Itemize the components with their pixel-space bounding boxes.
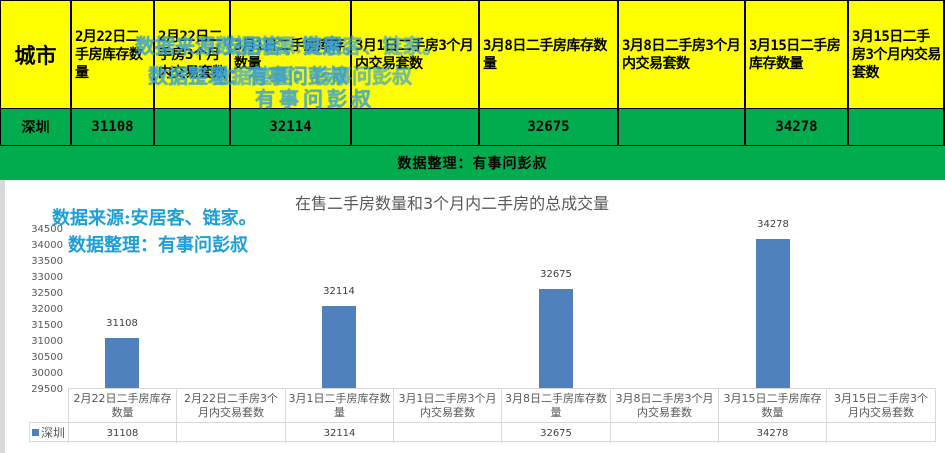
category-label: 3月1日二手房3个月内交易套数 — [394, 389, 501, 423]
chart-data-table: 2月22日二手房库存数量 31108 2月22日二手房3个月内交易套数 3月1日… — [68, 388, 936, 443]
category-value — [611, 423, 718, 443]
category-value — [177, 423, 285, 443]
y-tick: 34500 — [31, 224, 63, 235]
bar-data-label: 34278 — [757, 219, 789, 230]
bar-3-8-inventory[interactable] — [539, 289, 573, 388]
y-tick: 34000 — [31, 240, 63, 251]
data-table-column: 3月1日二手房3个月内交易套数 — [393, 389, 501, 443]
header-label: 3月8日二手房库存数量 — [483, 37, 607, 72]
bar-3-1-inventory[interactable] — [322, 306, 356, 388]
y-tick: 29500 — [31, 384, 63, 395]
cell-value: 31108 — [91, 119, 134, 135]
header-label: 2月22日二手房库存数量 — [75, 28, 143, 81]
header-label: 3月15日二手房3个月内交易套数 — [852, 28, 941, 81]
cell-value — [619, 109, 744, 145]
header-cell[interactable]: 3月15日二手房3个月内交易套数 — [849, 0, 945, 110]
cell-value — [155, 109, 229, 145]
y-tick: 30500 — [31, 352, 63, 363]
y-tick: 31000 — [31, 336, 63, 347]
y-tick: 32000 — [31, 304, 63, 315]
data-table-column: 2月22日二手房3个月内交易套数 — [176, 389, 285, 443]
header-label: 3月1日二手房库存数量 — [234, 37, 345, 72]
bar-data-label: 31108 — [106, 318, 138, 329]
data-table-column: 3月15日二手房库存数量 34278 — [718, 389, 826, 443]
category-value — [827, 423, 935, 443]
data-table-column: 2月22日二手房库存数量 31108 — [68, 389, 176, 443]
category-label: 3月15日二手房3个月内交易套数 — [827, 389, 935, 423]
category-label: 3月1日二手房库存数量 — [286, 389, 393, 423]
category-value: 31108 — [106, 427, 139, 439]
data-table-column: 3月1日二手房库存数量 32114 — [285, 389, 393, 443]
header-cell-city[interactable]: 城市 — [0, 0, 72, 110]
category-value — [394, 423, 501, 443]
header-cell[interactable]: 3月1日二手房库存数量 — [231, 0, 352, 110]
chart-watermark-source: 数据来源:安居客、链家。 — [52, 208, 257, 229]
header-city-label: 城市 — [14, 42, 57, 68]
category-label: 3月8日二手房3个月内交易套数 — [611, 389, 718, 423]
data-cell[interactable] — [849, 109, 945, 147]
data-cell[interactable] — [155, 109, 231, 147]
cell-value: 32675 — [527, 119, 570, 135]
city-value: 深圳 — [21, 120, 50, 136]
bar-data-label: 32114 — [323, 286, 355, 297]
data-cell[interactable] — [619, 109, 746, 147]
y-tick: 31500 — [31, 320, 63, 331]
curator-banner: 数据整理：有事问彭叔 — [0, 146, 945, 180]
legend-swatch-icon — [32, 428, 39, 436]
header-cell[interactable]: 3月1日二手房3个月内交易套数 — [352, 0, 480, 110]
data-cell-city[interactable]: 深圳 — [0, 109, 72, 147]
chart-watermark-curator: 数据整理：有事问彭叔 — [68, 235, 248, 256]
header-cell[interactable]: 3月8日二手房3个月内交易套数 — [619, 0, 746, 110]
legend-label: 深圳 — [41, 425, 66, 440]
header-cell[interactable]: 2月22日二手房库存数量 — [72, 0, 155, 110]
cell-value: 32114 — [269, 119, 312, 135]
y-tick: 33500 — [31, 256, 63, 267]
header-cell[interactable]: 3月8日二手房库存数量 — [480, 0, 619, 110]
bar-3-15-inventory[interactable] — [756, 239, 790, 388]
data-cell[interactable] — [352, 109, 480, 147]
bar-data-label: 32675 — [540, 269, 572, 280]
data-cell[interactable]: 32675 — [480, 109, 619, 147]
y-tick: 32500 — [31, 288, 63, 299]
data-cell[interactable]: 32114 — [231, 109, 352, 147]
chart-title: 在售二手房数量和3个月内二手房的总成交量 — [295, 194, 610, 213]
header-label: 3月8日二手房3个月内交易套数 — [622, 37, 741, 72]
cell-value: 34278 — [775, 119, 818, 135]
category-value: 34278 — [756, 427, 789, 439]
category-value: 32114 — [323, 427, 356, 439]
y-tick: 33000 — [31, 272, 63, 283]
header-row: 城市 2月22日二手房库存数量 2月22日二手房3个月内交易套数 3月1日二手房… — [0, 0, 945, 110]
data-table-column: 3月8日二手房3个月内交易套数 — [610, 389, 718, 443]
header-cell[interactable]: 2月22日二手房3个月内交易套数 — [155, 0, 231, 110]
category-label: 2月22日二手房库存数量 — [69, 389, 176, 423]
category-label: 3月8日二手房库存数量 — [502, 389, 610, 423]
legend-series-shenzhen[interactable]: 深圳 — [29, 422, 69, 442]
header-label: 3月15日二手房库存数量 — [749, 37, 841, 72]
data-cell[interactable]: 34278 — [746, 109, 849, 147]
bar-chart[interactable]: 在售二手房数量和3个月内二手房的总成交量 数据来源:安居客、链家。 数据整理：有… — [0, 180, 945, 453]
bar-2-22-inventory[interactable] — [105, 338, 139, 388]
data-row-shenzhen: 深圳 31108 32114 32675 34278 — [0, 109, 945, 147]
y-tick: 30000 — [31, 368, 63, 379]
data-table-column: 3月8日二手房库存数量 32675 — [501, 389, 610, 443]
data-table-column: 3月15日二手房3个月内交易套数 — [826, 389, 935, 443]
header-cell[interactable]: 3月15日二手房库存数量 — [746, 0, 849, 110]
cell-value — [352, 109, 478, 145]
category-label: 3月15日二手房库存数量 — [719, 389, 826, 423]
category-label: 2月22日二手房3个月内交易套数 — [177, 389, 285, 423]
header-label: 3月1日二手房3个月内交易套数 — [355, 37, 474, 72]
data-cell[interactable]: 31108 — [72, 109, 155, 147]
header-label: 2月22日二手房3个月内交易套数 — [158, 28, 226, 81]
category-value: 32675 — [540, 427, 572, 439]
cell-value — [849, 109, 943, 145]
